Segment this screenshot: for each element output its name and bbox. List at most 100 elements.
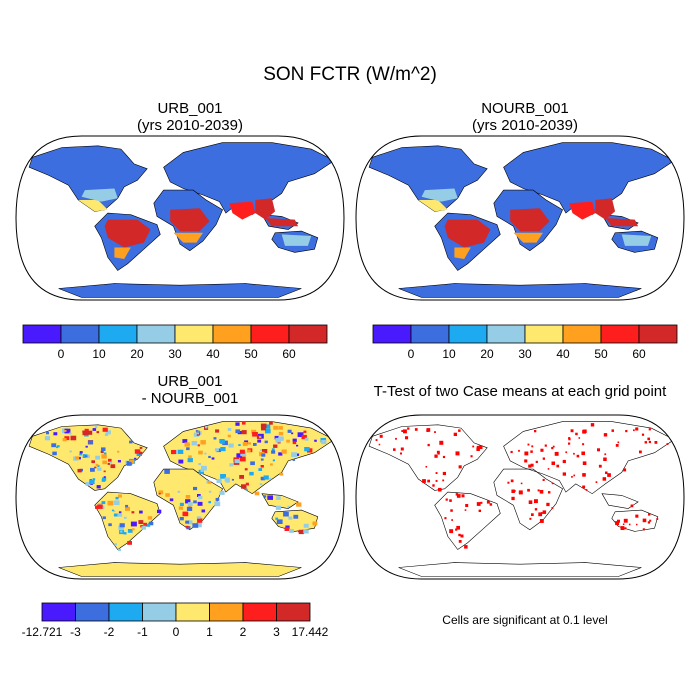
diff-cell <box>70 435 77 441</box>
diff-cell <box>240 451 247 457</box>
diff-cell <box>185 499 191 504</box>
diff-cell <box>84 428 89 433</box>
diff-cell <box>225 479 230 483</box>
diff-cell <box>130 459 135 464</box>
significant-cell <box>450 509 453 512</box>
significant-cell <box>647 521 651 524</box>
diff-cell <box>158 492 161 495</box>
diff-cell <box>75 456 80 460</box>
diff-cell <box>239 456 246 462</box>
diff-cell <box>213 437 217 440</box>
colorbar-diff: -12.721 -3 -2 -1 0 1 2 3 17.442 <box>22 602 329 639</box>
diff-cell <box>185 520 190 524</box>
diff-cell <box>287 429 292 433</box>
diff-cell <box>85 454 90 459</box>
diff-cell <box>216 478 222 483</box>
mid-band <box>114 247 131 259</box>
significant-cell <box>615 444 619 447</box>
warm-amazon <box>444 219 491 248</box>
diff-cell <box>197 501 203 506</box>
diff-cell <box>208 490 212 493</box>
diff-cell <box>79 451 83 454</box>
significant-cell <box>648 440 651 444</box>
diff-cell <box>139 451 143 455</box>
significant-cell <box>538 512 543 517</box>
diff-cell <box>196 430 200 434</box>
colorbar-box <box>600 324 640 344</box>
diff-cell <box>281 449 287 454</box>
significant-cell <box>534 499 538 504</box>
diff-cell <box>259 483 263 486</box>
diff-cell <box>118 525 124 530</box>
diff-cell <box>179 517 184 521</box>
diff-cell <box>95 455 100 460</box>
diff-cell <box>129 440 133 444</box>
diff-cell <box>131 511 135 514</box>
colorbar-box <box>136 324 176 344</box>
colorbar-box <box>410 324 450 344</box>
significant-cell <box>527 443 530 446</box>
colorbar-box <box>486 324 526 344</box>
diff-cell <box>102 427 108 432</box>
diff-cell <box>249 471 254 476</box>
significant-cell <box>565 451 568 454</box>
significant-cell <box>403 429 407 434</box>
diff-cell <box>52 451 57 456</box>
diff-cell <box>258 468 263 471</box>
colorbar-label: 0 <box>173 625 180 639</box>
diff-cell <box>117 450 120 453</box>
diff-cell <box>260 465 264 468</box>
significant-cell <box>476 445 479 449</box>
land-eurasia <box>163 142 335 216</box>
diff-cell <box>298 529 305 535</box>
panel-title-nourb: NOURB_001 (yrs 2010-2039) <box>375 100 675 134</box>
significant-cell <box>568 442 571 445</box>
colorbar-box <box>250 324 290 344</box>
significant-cell <box>524 459 528 463</box>
significant-cell <box>451 519 453 521</box>
colorbar-box <box>174 324 214 344</box>
significant-cell <box>435 472 438 474</box>
diff-cell <box>110 464 116 469</box>
significant-cell <box>458 429 461 432</box>
panel-title-nourb-line2: (yrs 2010-2039) <box>472 117 578 134</box>
colorbar-box <box>41 602 76 622</box>
warm-congo <box>510 208 550 232</box>
significant-cell <box>486 500 490 504</box>
colorbar-box <box>448 324 488 344</box>
significant-cell <box>464 545 468 549</box>
diff-cell <box>109 461 113 464</box>
land-northAmerica <box>28 145 148 212</box>
significant-cell <box>476 502 481 506</box>
panel-title-ttest-line1: T-Test of two Case means at each grid po… <box>373 383 667 400</box>
significant-cell <box>656 518 659 520</box>
colorbar-label: -1 <box>137 625 148 639</box>
diff-cell <box>200 517 203 520</box>
diff-cell <box>107 462 110 465</box>
significant-cell <box>465 504 469 507</box>
land-antarctica <box>398 283 642 298</box>
significant-cell <box>442 471 446 476</box>
significant-cell <box>432 484 435 487</box>
diff-cell <box>102 516 106 520</box>
diff-cell <box>288 516 293 520</box>
diff-cell <box>285 525 290 529</box>
diff-cell <box>273 425 279 430</box>
diff-cell <box>235 422 240 426</box>
significant-cell <box>583 429 587 433</box>
diff-cell <box>90 467 95 472</box>
diff-cell <box>92 428 97 431</box>
diff-cell <box>198 495 203 500</box>
diff-cell <box>220 474 226 479</box>
significant-cell <box>534 430 537 433</box>
colorbar-nourb: 0 10 20 30 40 50 60 <box>372 324 678 361</box>
map-panel-urb <box>15 135 345 301</box>
diff-cell <box>278 452 283 456</box>
diff-cell <box>147 516 153 520</box>
significant-cell <box>551 507 554 509</box>
diff-cell <box>164 469 170 474</box>
significant-cell <box>556 464 560 468</box>
diff-cell <box>84 455 88 458</box>
significant-cell <box>540 512 543 514</box>
significant-cell <box>603 457 607 461</box>
